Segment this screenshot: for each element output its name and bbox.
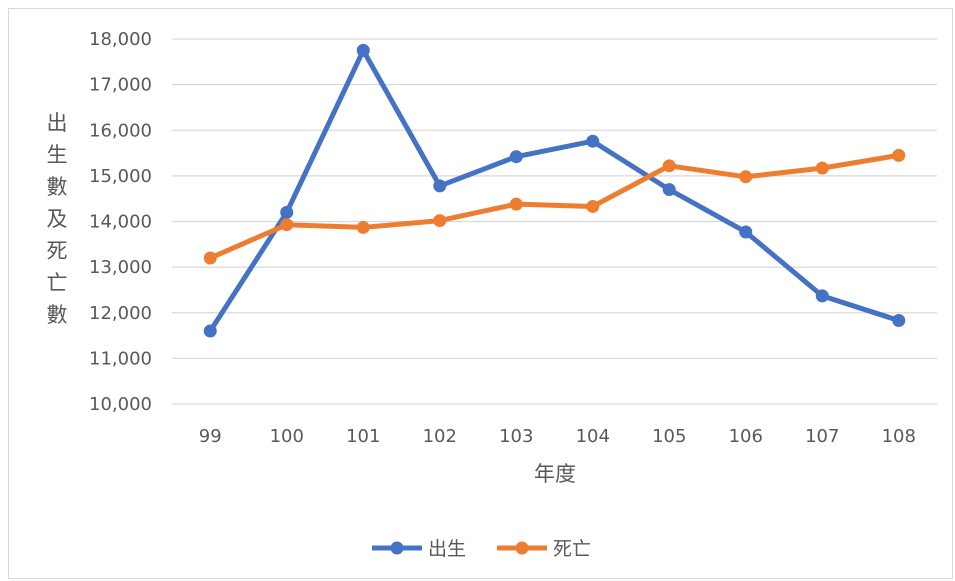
data-point — [892, 314, 906, 328]
legend-item: 出生 — [372, 538, 466, 560]
data-point — [586, 199, 600, 213]
y-axis-title-char: 及 — [47, 207, 68, 231]
y-tick-label: 15,000 — [89, 166, 152, 187]
legend-swatch-marker — [515, 541, 529, 555]
data-point — [815, 289, 829, 303]
x-tick-label: 99 — [199, 426, 222, 447]
gridlines — [172, 38, 937, 405]
data-point — [433, 179, 447, 193]
legend-item: 死亡 — [497, 538, 591, 560]
x-tick-label: 106 — [729, 426, 763, 447]
series-1 — [203, 43, 906, 338]
data-point — [815, 161, 829, 175]
series-lines — [203, 43, 906, 338]
x-tick-label: 104 — [576, 426, 610, 447]
series-2 — [203, 148, 906, 265]
x-tick-label: 105 — [652, 426, 686, 447]
legend-swatch-marker — [390, 541, 404, 555]
data-point — [356, 43, 370, 57]
y-axis-title-char: 生 — [47, 143, 68, 167]
y-axis-ticks: 10,000 11,000 12,000 13,000 14,000 15,000 16,0… — [89, 29, 152, 415]
y-tick-label: 14,000 — [89, 212, 152, 233]
x-axis-ticks: 99 100 101 102 103 104 105 106 107 108 — [199, 426, 916, 447]
data-point — [662, 159, 676, 173]
legend-label: 出生 — [428, 538, 466, 560]
data-point — [280, 205, 294, 219]
y-axis-title-char: 亡 — [47, 271, 68, 295]
legend: 出生 死亡 — [372, 538, 591, 560]
data-point — [739, 170, 753, 184]
y-tick-label: 16,000 — [89, 120, 152, 141]
y-axis-title-char: 死 — [47, 239, 68, 263]
y-axis-title-char: 數 — [47, 303, 68, 327]
x-tick-label: 102 — [423, 426, 457, 447]
x-tick-label: 107 — [805, 426, 839, 447]
data-point — [892, 148, 906, 162]
series-line — [207, 152, 902, 261]
y-tick-label: 13,000 — [89, 257, 152, 278]
y-tick-label: 17,000 — [89, 75, 152, 96]
data-point — [203, 324, 217, 338]
data-point — [356, 220, 370, 234]
data-point — [509, 150, 523, 164]
x-tick-label: 103 — [499, 426, 533, 447]
y-tick-label: 11,000 — [89, 348, 152, 369]
legend-label: 死亡 — [553, 538, 591, 560]
y-tick-label: 10,000 — [89, 394, 152, 415]
y-tick-label: 12,000 — [89, 303, 152, 324]
data-point — [739, 225, 753, 239]
x-tick-label: 108 — [882, 426, 916, 447]
data-point — [203, 251, 217, 265]
x-axis-title: 年度 — [534, 462, 576, 486]
x-tick-label: 101 — [346, 426, 380, 447]
y-axis-title-char: 出 — [47, 111, 68, 135]
data-point — [662, 183, 676, 197]
x-tick-label: 100 — [270, 426, 304, 447]
y-axis-title-char: 數 — [47, 175, 68, 199]
data-point — [586, 134, 600, 148]
y-tick-label: 18,000 — [89, 29, 152, 50]
data-point — [509, 197, 523, 211]
data-point — [280, 218, 294, 232]
chart-frame — [8, 8, 953, 579]
series-line — [207, 47, 902, 334]
data-point — [433, 214, 447, 228]
